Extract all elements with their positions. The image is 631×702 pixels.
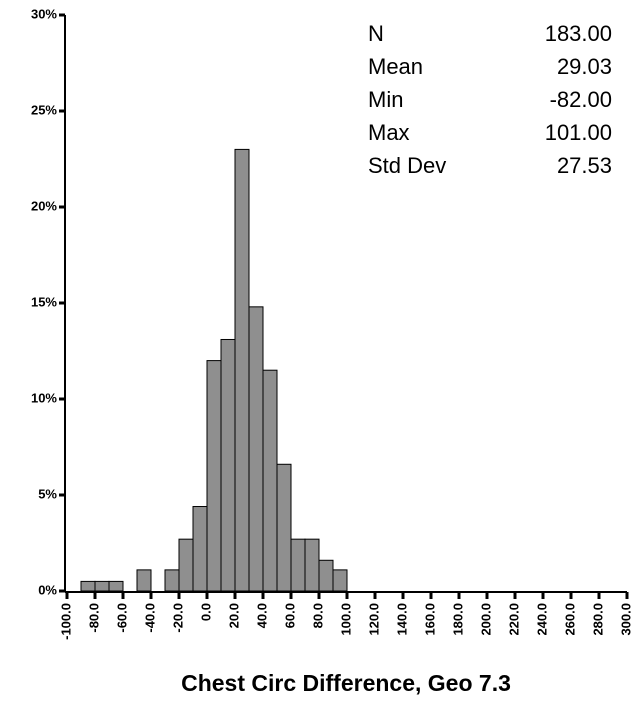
x-tick-label: -80.0 xyxy=(86,603,101,633)
stat-label: Mean xyxy=(368,54,423,79)
x-axis-label: Chest Circ Difference, Geo 7.3 xyxy=(181,670,511,696)
bar xyxy=(192,506,208,592)
bar xyxy=(276,463,292,592)
y-tick-label: 10% xyxy=(31,390,57,405)
stat-value: -82.00 xyxy=(550,87,612,112)
x-tick-label: 300.0 xyxy=(618,603,631,636)
y-tick-label: 25% xyxy=(31,102,57,117)
x-tick-label: 0.0 xyxy=(198,603,213,621)
x-tick-label: 40.0 xyxy=(254,603,269,628)
x-tick-label: 100.0 xyxy=(338,603,353,636)
bar xyxy=(94,580,110,592)
bar xyxy=(234,148,250,592)
stat-value: 101.00 xyxy=(545,120,612,145)
x-tick-label: 120.0 xyxy=(366,603,381,636)
bar xyxy=(164,569,180,592)
y-tick-label: 5% xyxy=(38,486,57,501)
x-tick-label: 60.0 xyxy=(282,603,297,628)
x-tick-label: -60.0 xyxy=(114,603,129,633)
x-tick-label: 240.0 xyxy=(534,603,549,636)
bar xyxy=(178,538,194,592)
bar xyxy=(206,360,222,592)
stat-value: 29.03 xyxy=(557,54,612,79)
y-tick-label: 30% xyxy=(31,6,57,21)
bar xyxy=(248,306,264,592)
bar xyxy=(290,538,306,592)
bar xyxy=(220,338,236,592)
y-tick-label: 15% xyxy=(31,294,57,309)
x-tick-label: 280.0 xyxy=(590,603,605,636)
bar xyxy=(332,569,348,592)
bar xyxy=(318,559,334,592)
x-tick-label: 20.0 xyxy=(226,603,241,628)
y-tick-label: 0% xyxy=(38,582,57,597)
bar xyxy=(136,569,152,592)
y-tick-label: 20% xyxy=(31,198,57,213)
bar xyxy=(108,580,124,592)
x-tick-label: -20.0 xyxy=(170,603,185,633)
x-tick-label: 140.0 xyxy=(394,603,409,636)
x-tick-label: 80.0 xyxy=(310,603,325,628)
stat-value: 183.00 xyxy=(545,21,612,46)
stat-label: Std Dev xyxy=(368,153,446,178)
x-tick-label: 160.0 xyxy=(422,603,437,636)
stat-label: Max xyxy=(368,120,410,145)
bar xyxy=(80,580,96,592)
stat-label: Min xyxy=(368,87,403,112)
x-tick-label: 220.0 xyxy=(506,603,521,636)
x-tick-label: -100.0 xyxy=(58,603,73,640)
stat-label: N xyxy=(368,21,384,46)
x-tick-label: 180.0 xyxy=(450,603,465,636)
x-tick-label: -40.0 xyxy=(142,603,157,633)
x-tick-label: 200.0 xyxy=(478,603,493,636)
bar xyxy=(262,369,278,592)
x-tick-label: 260.0 xyxy=(562,603,577,636)
stat-value: 27.53 xyxy=(557,153,612,178)
bar xyxy=(304,538,320,592)
